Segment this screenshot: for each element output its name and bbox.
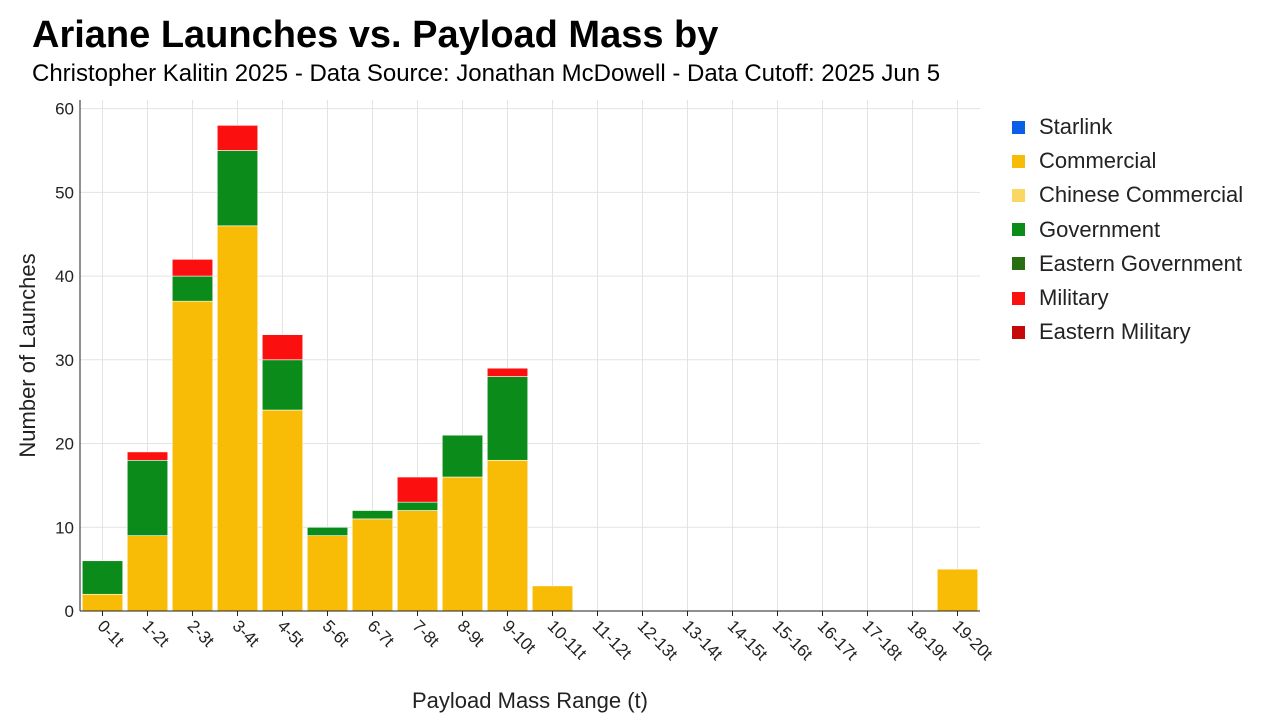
legend-swatch <box>1012 120 1025 134</box>
bar-segment-government <box>351 510 394 520</box>
bar-segment-commercial <box>126 535 169 612</box>
bar-segment-military <box>261 334 304 361</box>
x-tick-label: 12-13t <box>634 616 682 664</box>
y-tick-label: 50 <box>55 183 74 202</box>
legend-swatch <box>1012 291 1025 305</box>
x-tick-label: 1-2t <box>139 616 173 650</box>
y-tick-label: 0 <box>65 602 74 621</box>
legend-label: Military <box>1039 285 1109 311</box>
bar-segment-commercial <box>261 409 304 612</box>
legend-item-government[interactable]: Government <box>1012 213 1243 247</box>
x-tick-label: 17-18t <box>859 616 907 664</box>
x-tick-label: 7-8t <box>409 616 443 650</box>
chart-subtitle: Christopher Kalitin 2025 - Data Source: … <box>32 60 941 87</box>
x-tick-label: 9-10t <box>499 616 540 657</box>
x-tick-label: 19-20t <box>949 616 997 664</box>
bar-segment-government <box>486 376 529 461</box>
bar-segment-government <box>126 459 169 536</box>
grid-lines <box>80 100 980 612</box>
legend-item-eastern-military[interactable]: Eastern Military <box>1012 315 1243 349</box>
x-tick-labels: 0-1t 1-2t 2-3t 3-4t 4-5t 5-6t 6-7t 7-8t 8-9t 9-10… <box>94 616 997 664</box>
x-tick-label: 10-11t <box>544 616 591 663</box>
y-axis-label: Number of Launches <box>15 253 40 457</box>
x-tick-label: 5-6t <box>319 616 353 650</box>
x-tick-label: 15-16t <box>769 616 817 664</box>
bar-segment-commercial <box>936 568 979 612</box>
bar-segment-government <box>171 275 214 302</box>
legend-label: Commercial <box>1039 148 1157 174</box>
legend-label: Eastern Government <box>1039 250 1242 276</box>
y-tick-labels: 0 10 20 30 40 50 60 <box>55 100 74 621</box>
bar-segment-military <box>216 125 259 151</box>
legend-item-military[interactable]: Military <box>1012 281 1243 315</box>
bar-segment-government <box>396 501 439 511</box>
bar-segment-government <box>81 560 124 595</box>
legend-label: Government <box>1039 216 1161 242</box>
x-axis-label: Payload Mass Range (t) <box>412 688 648 713</box>
legend-item-commercial[interactable]: Commercial <box>1012 144 1243 178</box>
x-tick-label: 8-9t <box>454 616 488 650</box>
x-tick-label: 16-17t <box>814 616 862 664</box>
legend-swatch <box>1012 223 1025 237</box>
bar-segment-commercial <box>171 300 214 612</box>
bar-segment-government <box>261 359 304 411</box>
x-tick-label: 13-14t <box>679 616 727 664</box>
legend: Starlink Commercial Chinese Commercial Gove… <box>1012 110 1243 349</box>
bar-segment-commercial <box>396 510 439 612</box>
chart-area: 0 10 20 30 40 50 60 0-1t 1-2t 2-3t 3-4t 4-5t 5-6t 6-… <box>15 100 997 713</box>
x-tick-label: 0-1t <box>94 616 128 650</box>
legend-swatch <box>1012 325 1025 339</box>
x-tick-label: 18-19t <box>904 616 952 664</box>
x-tick-label: 6-7t <box>364 616 398 650</box>
x-tick-label: 14-15t <box>724 616 772 664</box>
bar-segment-commercial <box>216 225 259 612</box>
legend-item-eastern-government[interactable]: Eastern Government <box>1012 247 1243 281</box>
y-tick-label: 60 <box>55 100 74 119</box>
bar-segment-government <box>441 434 484 478</box>
legend-label: Eastern Military <box>1039 319 1191 345</box>
bars-layer <box>81 125 979 612</box>
bar-segment-commercial <box>81 593 124 612</box>
bar-segment-military <box>171 259 214 277</box>
y-tick-label: 10 <box>55 518 74 537</box>
x-tick-label: 2-3t <box>184 616 218 650</box>
axes-layer <box>79 100 980 616</box>
y-tick-label: 40 <box>55 267 74 286</box>
bar-segment-government <box>216 150 259 227</box>
x-tick-label: 3-4t <box>229 616 263 650</box>
bar-segment-commercial <box>531 585 574 612</box>
y-tick-label: 20 <box>55 435 74 454</box>
bar-segment-commercial <box>441 476 484 612</box>
legend-swatch <box>1012 188 1025 202</box>
legend-item-chinese-commercial[interactable]: Chinese Commercial <box>1012 178 1243 212</box>
x-tick-label: 4-5t <box>274 616 308 650</box>
bar-segment-military <box>396 476 439 503</box>
bar-segment-military <box>126 451 169 461</box>
bar-segment-commercial <box>486 459 529 612</box>
legend-item-starlink[interactable]: Starlink <box>1012 110 1243 144</box>
legend-swatch <box>1012 257 1025 271</box>
bar-segment-commercial <box>306 535 349 612</box>
chart-title: Ariane Launches vs. Payload Mass by <box>32 14 719 56</box>
bar-segment-government <box>306 526 349 536</box>
bar-segment-military <box>486 367 529 377</box>
legend-label: Chinese Commercial <box>1039 182 1244 208</box>
legend-swatch <box>1012 154 1025 168</box>
legend-label: Starlink <box>1039 114 1113 140</box>
bar-segment-commercial <box>351 518 394 612</box>
y-tick-label: 30 <box>55 351 74 370</box>
x-tick-label: 11-12t <box>589 616 636 663</box>
